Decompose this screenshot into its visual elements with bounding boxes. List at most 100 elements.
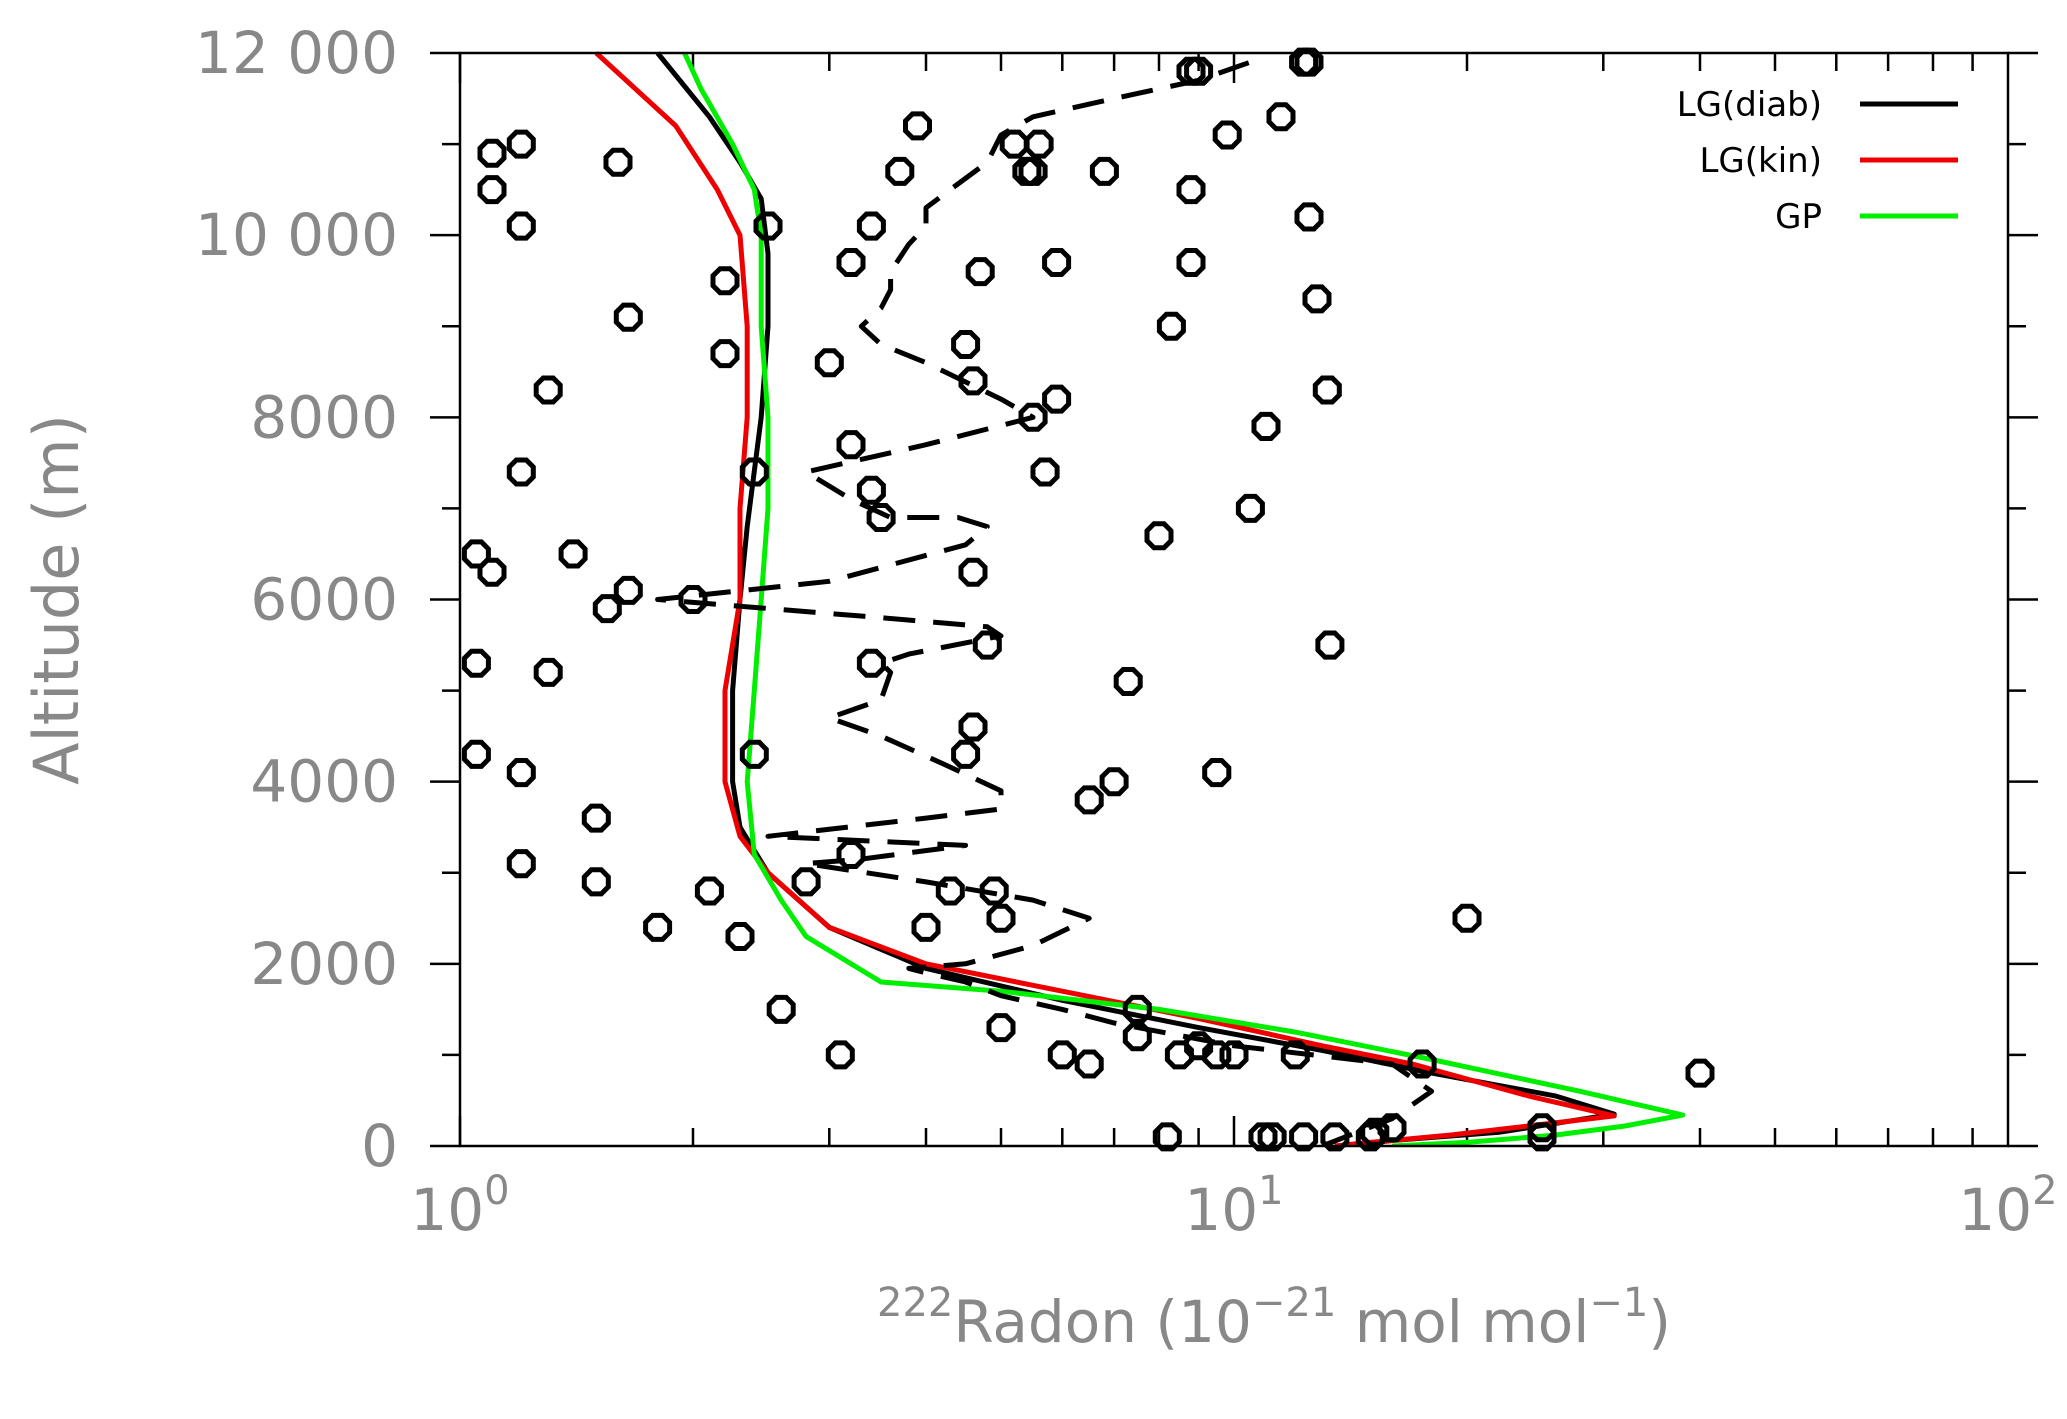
observation-marker (1315, 630, 1345, 660)
observation-marker (581, 867, 611, 897)
observation-marker (1452, 903, 1482, 933)
observation-marker (1407, 1049, 1437, 1079)
y-tick-label: 10 000 (195, 201, 398, 269)
series-line-lg-diab- (655, 51, 1617, 1146)
series-line-gp (682, 51, 1686, 1146)
legend-label: LG(diab) (1677, 85, 1822, 125)
observation-marker (477, 175, 507, 205)
observation-marker (1074, 1049, 1104, 1079)
observation-marker (643, 912, 673, 942)
observation-marker (1312, 375, 1342, 405)
observation-marker (972, 630, 1002, 660)
y-tick-label: 2000 (250, 930, 398, 998)
observation-marker (965, 257, 995, 287)
observation-marker (836, 840, 866, 869)
legend-label: LG(kin) (1699, 141, 1822, 181)
observation-marker (1042, 248, 1072, 277)
observation-marker (1219, 1040, 1249, 1070)
legend-label: GP (1775, 197, 1822, 237)
observation-marker (986, 1013, 1016, 1043)
observation-marker (1156, 311, 1186, 341)
observation-marker (1176, 175, 1206, 205)
observation-marker (710, 339, 740, 369)
observation-marker (506, 211, 536, 241)
observation-marker (1152, 1122, 1182, 1152)
observation-marker (1018, 156, 1048, 186)
observation-marker (814, 348, 844, 378)
observation-marker (766, 994, 796, 1024)
observation-marker (1176, 248, 1206, 277)
observation-marker (1144, 521, 1174, 551)
observation-marker (911, 912, 941, 942)
observation-marker (1266, 102, 1296, 132)
observation-marker (1202, 1040, 1232, 1070)
observation-marker (739, 739, 769, 769)
observation-marker (753, 211, 783, 241)
observation-marker (958, 712, 988, 742)
observation-marker (1184, 1031, 1214, 1061)
observation-marker (825, 1040, 855, 1070)
observation-marker (1251, 411, 1281, 441)
observation-marker (958, 557, 988, 587)
observation-marker (506, 849, 536, 879)
observation-marker (710, 266, 740, 296)
observation-marker (461, 648, 491, 678)
observation-marker (935, 876, 965, 906)
observation-marker (1289, 1122, 1319, 1152)
observation-marker (1685, 1058, 1715, 1088)
observation-marker (1235, 493, 1265, 523)
series-line-dashed (655, 59, 1435, 1146)
y-tick-label: 6000 (250, 566, 398, 634)
observation-marker (725, 922, 755, 951)
x-tick-label: 102 (1958, 1168, 2057, 1244)
observation-marker (903, 111, 932, 141)
observation-marker (1113, 667, 1143, 696)
observation-marker (836, 430, 866, 460)
observation-marker (506, 758, 536, 788)
observation-marker (1184, 56, 1214, 86)
observation-marker (1302, 284, 1332, 314)
observation-marker (678, 585, 708, 614)
axis-labels: 0 2000 4000 6000 8000 10 000 12 000 100 101 102 22… (20, 19, 2058, 1356)
x-tick-label: 101 (1184, 1168, 1283, 1244)
observation-marker (856, 475, 886, 505)
x-axis-title: 222Radon (10−21 mol mol−1) (877, 1280, 1671, 1356)
observation-marker (613, 575, 643, 605)
observation-marker (1294, 47, 1324, 77)
y-tick-label: 4000 (250, 748, 398, 816)
series-line-lg-kin- (594, 51, 1617, 1146)
observation-marker (506, 129, 536, 159)
observation-marker (1212, 120, 1242, 150)
observation-marker (856, 648, 886, 678)
observation-marker (506, 457, 536, 487)
observation-marker (1320, 1122, 1350, 1152)
observation-marker (461, 539, 491, 569)
plot-frame (458, 51, 2010, 1148)
observation-marker (533, 657, 563, 687)
observation-marker (1527, 1113, 1557, 1143)
y-tick-label: 0 (361, 1112, 398, 1180)
observation-marker (1294, 202, 1324, 232)
observation-marker (1202, 758, 1232, 788)
observation-marker (1018, 402, 1048, 432)
observation-marker (791, 867, 821, 897)
observation-markers (461, 47, 1715, 1152)
observation-marker (885, 156, 915, 186)
observation-marker (958, 366, 988, 396)
observation-marker (1122, 994, 1152, 1024)
observation-marker (477, 138, 507, 168)
observation-marker (1047, 1040, 1077, 1070)
observation-marker (1377, 1113, 1407, 1143)
observation-marker (1024, 129, 1054, 159)
observation-marker (866, 503, 896, 532)
observation-marker (461, 739, 491, 769)
y-axis-title: Altitude (m) (20, 414, 93, 785)
observation-marker (836, 248, 866, 277)
observation-marker (1099, 767, 1129, 797)
observation-marker (1074, 785, 1104, 815)
observation-marker (613, 302, 643, 332)
x-tick-label: 100 (410, 1168, 509, 1244)
observation-marker (581, 803, 611, 833)
observation-marker (1089, 156, 1119, 186)
